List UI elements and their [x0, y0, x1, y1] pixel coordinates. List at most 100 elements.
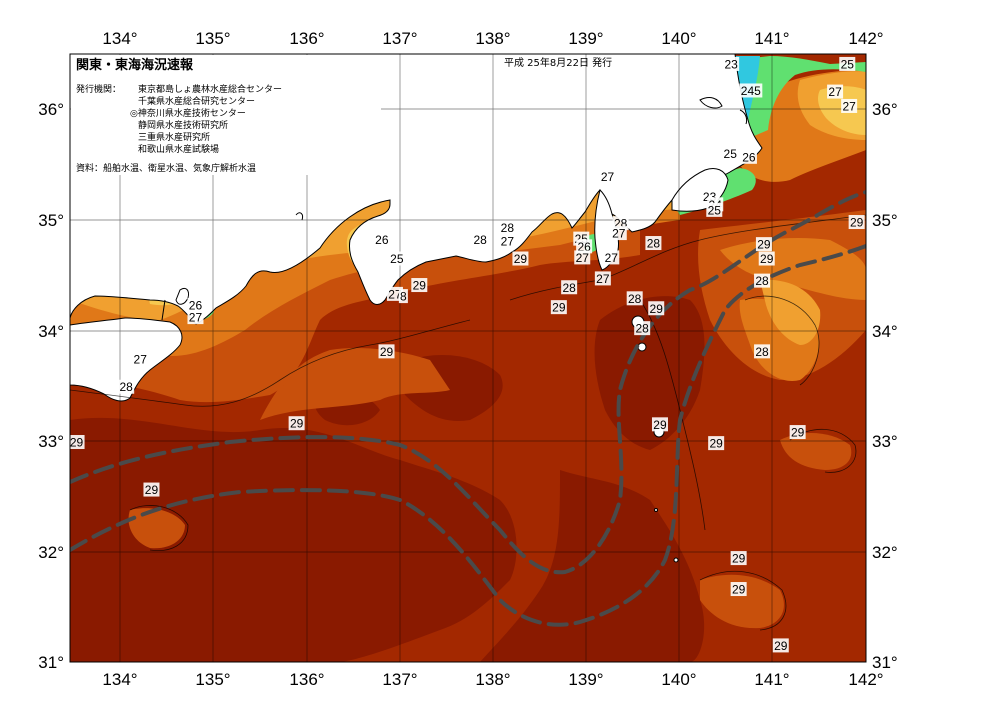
isotherm-label-bg [373, 232, 390, 247]
right-lat-labels: 36° 35° 34° 33° 32° 31° [872, 100, 898, 672]
lat-left-33: 33° [38, 432, 64, 451]
isotherm-label-bg [772, 638, 789, 653]
lon-bottom-141: 141° [754, 670, 789, 689]
top-lon-labels: 134° 135° 136° 137° 138° 139° 140° 141° … [102, 29, 883, 48]
lon-bottom-139: 139° [568, 670, 603, 689]
isotherm-label-bg [499, 220, 516, 235]
lon-bottom-138: 138° [475, 670, 510, 689]
isotherm-label: 27 [189, 311, 203, 325]
isotherm-label-bg [706, 202, 723, 217]
isotherm-label-bg [754, 273, 771, 288]
land-small-isle-1 [673, 557, 679, 563]
isotherm-label-bg [754, 344, 771, 359]
isotherm-label: 29 [552, 301, 566, 315]
lon-top-140: 140° [661, 29, 696, 48]
isotherm-label: 29 [732, 583, 746, 597]
land-small-isle-2 [654, 508, 658, 512]
isotherm-label: 28 [120, 380, 134, 394]
isotherm-label-bg [561, 280, 578, 295]
lon-top-136: 136° [289, 29, 324, 48]
isotherm-label: 29 [791, 426, 805, 440]
isotherm-label: 29 [290, 417, 304, 431]
issuer-4: 静岡県水産技術研究所 [138, 119, 228, 131]
lat-left-34: 34° [38, 322, 64, 341]
isotherm-label: 27 [601, 170, 615, 184]
issuer-2: 千葉県水産総合研究センター [138, 95, 255, 107]
isotherm-labels: 2325272724525262723242529282728272526282… [70, 56, 865, 653]
isotherm-label-bg [708, 436, 725, 451]
isotherm-label: 28 [755, 345, 769, 359]
map-frame [69, 53, 867, 663]
isotherm-label-bg [603, 250, 620, 265]
lon-top-142: 142° [848, 29, 883, 48]
isotherm-label-bg [550, 300, 567, 315]
isotherm-label: 26 [742, 150, 756, 164]
isotherm-label: 29 [413, 279, 427, 293]
isotherm-label-bg [472, 232, 489, 247]
isotherm-label-bg [651, 417, 668, 432]
isotherm-label-bg [739, 83, 763, 98]
isotherm-label-bg [118, 379, 135, 394]
isotherm-contours [70, 214, 866, 631]
lat-left-31: 31° [38, 653, 64, 672]
isotherm-label: 27 [501, 234, 515, 248]
isotherm-label-bg [789, 425, 806, 440]
isotherm-label-bg [499, 233, 516, 248]
lon-top-138: 138° [475, 29, 510, 48]
isotherm-label-bg [848, 215, 865, 230]
issuers-label: 発行機関： [76, 83, 121, 95]
isotherm-label-bg [730, 551, 747, 566]
isotherm-label-bg [411, 278, 428, 293]
isotherm-label: 245 [741, 84, 761, 98]
isotherm-label: 27 [828, 85, 842, 99]
isotherm-label: 27 [612, 227, 626, 241]
isotherm-label: 28 [636, 322, 650, 336]
map-title: 関東・東海海況速報 [76, 57, 194, 73]
isotherm-label-bg [610, 226, 627, 241]
isotherm-label-bg [634, 321, 651, 336]
lon-top-141: 141° [754, 29, 789, 48]
lon-top-135: 135° [195, 29, 230, 48]
isotherm-label: 28 [755, 274, 769, 288]
issue-date: 平成 25年8月22日 発行 [504, 56, 612, 69]
isotherm-label: 28 [501, 221, 515, 235]
isotherm-label: 29 [709, 437, 723, 451]
isotherm-label-bg [187, 297, 204, 312]
isotherm-label-bg [187, 310, 204, 325]
lat-left-35: 35° [38, 211, 64, 230]
isotherm-label-bg [594, 271, 611, 286]
isotherm-label-bg [839, 56, 856, 71]
lon-bottom-140: 140° [661, 670, 696, 689]
isotherm-label: 29 [650, 302, 664, 316]
isotherm-label-bg [758, 251, 775, 266]
isotherm-label-bg [574, 250, 591, 265]
isotherm-label-bg [645, 236, 662, 251]
isotherm-label: 23 [724, 57, 738, 71]
map-body: 2325272724525262723242529282728272526282… [70, 54, 866, 662]
isotherm-label: 27 [596, 272, 610, 286]
isotherm-label: 26 [189, 298, 203, 312]
sea-30-zones [70, 296, 705, 662]
isotherm-label-bg [723, 56, 740, 71]
isotherm-label-bg [722, 146, 739, 161]
lat-right-32: 32° [872, 543, 898, 562]
isotherm-label-bg [132, 352, 149, 367]
issuer-5: 三重県水産研究所 [138, 131, 210, 143]
issuer-1: 東京都島しょ農林水産総合センター [138, 83, 282, 95]
lon-bottom-137: 137° [382, 670, 417, 689]
isotherm-label: 25 [390, 252, 404, 266]
isotherm-label: 29 [380, 345, 394, 359]
isotherm-label: 27 [842, 99, 856, 113]
left-lat-labels: 36° 35° 34° 33° 32° 31° [38, 100, 64, 672]
isotherm-label: 28 [647, 237, 661, 251]
isotherm-label: 29 [653, 418, 667, 432]
bay-outlines [161, 97, 748, 321]
lon-bottom-142: 142° [848, 670, 883, 689]
lat-left-32: 32° [38, 543, 64, 562]
isotherm-label-bg [288, 416, 305, 431]
isotherm-label-bg [378, 344, 395, 359]
isotherm-label: 29 [514, 252, 528, 266]
isotherm-label: 25 [724, 147, 738, 161]
isotherm-label: 25 [841, 57, 855, 71]
